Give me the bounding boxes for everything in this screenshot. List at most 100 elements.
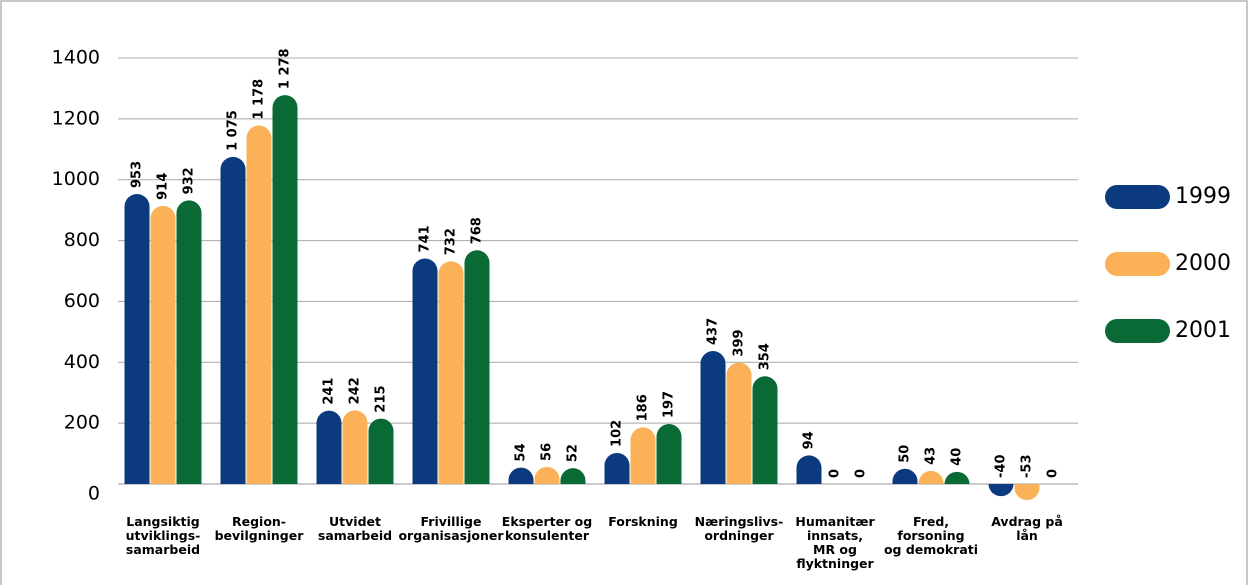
value-label: 1 075 bbox=[226, 110, 241, 151]
x-tick-label: Avdrag på lån bbox=[991, 514, 1063, 543]
x-tick-line: organisasjoner bbox=[398, 528, 504, 543]
x-tick-label: Forskning bbox=[608, 514, 678, 529]
x-tick-label: Fred, forsoning og demokrati bbox=[884, 514, 978, 557]
bar bbox=[124, 194, 150, 484]
x-tick-line: Avdrag på bbox=[991, 514, 1063, 529]
value-label: 437 bbox=[706, 318, 721, 345]
bar bbox=[726, 362, 752, 484]
x-tick-line: utviklings- bbox=[126, 528, 201, 543]
value-label: 1 178 bbox=[252, 79, 267, 120]
value-label: 732 bbox=[444, 228, 459, 255]
x-tick-line: Eksperter og bbox=[502, 514, 592, 529]
legend-label: 2000 bbox=[1175, 251, 1231, 276]
value-label: 40 bbox=[950, 448, 965, 466]
value-label: -40 bbox=[994, 455, 1009, 479]
x-tick-line: Frivillige bbox=[421, 514, 482, 529]
bar bbox=[368, 418, 394, 484]
value-label: 354 bbox=[758, 343, 773, 370]
x-tick-label: Eksperter og konsulenter bbox=[502, 514, 592, 543]
x-tick-line: Humanitær bbox=[795, 514, 875, 529]
bar bbox=[316, 410, 342, 484]
x-tick-line: ordninger bbox=[704, 528, 774, 543]
x-tick-line: Forskning bbox=[608, 514, 678, 529]
bar bbox=[534, 466, 560, 484]
value-label: 914 bbox=[156, 173, 171, 200]
value-label: 94 bbox=[802, 431, 817, 449]
value-label: 0 bbox=[854, 469, 869, 478]
x-tick-label: Region-bevilgninger bbox=[215, 514, 305, 543]
bar bbox=[700, 351, 726, 484]
bar bbox=[656, 424, 682, 484]
value-label: 1 278 bbox=[278, 48, 293, 89]
x-tick-line: Næringslivs- bbox=[695, 514, 784, 529]
value-label: 953 bbox=[130, 161, 145, 188]
x-tick-line: flyktninger bbox=[796, 556, 874, 571]
x-tick-line: Fred, bbox=[913, 514, 949, 529]
x-tick-line: og demokrati bbox=[884, 542, 978, 557]
legend-swatch bbox=[1105, 252, 1170, 276]
value-label: 186 bbox=[636, 394, 651, 421]
bar bbox=[220, 156, 246, 484]
x-tick-label: Humanitær innsats, MR og flyktninger bbox=[795, 514, 875, 571]
y-tick-label: 800 bbox=[64, 229, 100, 251]
value-label: 43 bbox=[924, 447, 939, 465]
x-tick-line: Langsiktig bbox=[126, 514, 200, 529]
value-label: 932 bbox=[182, 167, 197, 194]
bar bbox=[412, 258, 438, 484]
bar bbox=[1014, 484, 1040, 501]
bar bbox=[752, 376, 778, 484]
bar bbox=[464, 250, 490, 484]
x-tick-label: Frivillige organisasjoner bbox=[398, 514, 504, 543]
y-tick-label: 1000 bbox=[52, 168, 100, 190]
y-tick-label: 1400 bbox=[52, 47, 100, 69]
bar bbox=[342, 410, 368, 484]
value-label: 242 bbox=[348, 377, 363, 404]
x-tick-line: Utvidet bbox=[329, 514, 381, 529]
x-tick-line: samarbeid bbox=[318, 528, 392, 543]
y-tick-label: 200 bbox=[64, 412, 100, 434]
value-label: 52 bbox=[566, 444, 581, 462]
bar bbox=[438, 261, 464, 484]
bar bbox=[246, 125, 272, 484]
value-label: 399 bbox=[732, 329, 747, 356]
value-label: 241 bbox=[322, 378, 337, 405]
x-tick-line: samarbeid bbox=[126, 542, 200, 557]
value-label: 0 bbox=[828, 469, 843, 478]
x-tick-line: innsats, bbox=[807, 528, 863, 543]
legend-swatch bbox=[1105, 319, 1170, 343]
legend-label: 1999 bbox=[1175, 184, 1231, 209]
x-tick-line: lån bbox=[1016, 528, 1038, 543]
x-tick-label: Utvidet samarbeid bbox=[318, 514, 392, 543]
y-tick-label: 600 bbox=[64, 290, 100, 312]
value-label: 0 bbox=[1046, 469, 1061, 478]
x-tick-label: Langsiktig utviklings-samarbeid bbox=[126, 514, 201, 557]
bar bbox=[176, 200, 202, 485]
x-tick-line: konsulenter bbox=[505, 528, 590, 543]
y-tick-label: 400 bbox=[64, 351, 100, 373]
x-tick-label: Næringslivs-ordninger bbox=[695, 514, 784, 543]
bar bbox=[508, 467, 534, 484]
value-label: -53 bbox=[1020, 455, 1035, 479]
bar bbox=[944, 471, 970, 484]
legend-swatch bbox=[1105, 185, 1170, 209]
bar bbox=[892, 468, 918, 484]
y-tick-label: 0 bbox=[88, 483, 100, 505]
value-label: 50 bbox=[898, 445, 913, 463]
bar bbox=[796, 455, 822, 484]
value-label: 197 bbox=[662, 391, 677, 418]
y-tick-label: 1200 bbox=[52, 107, 100, 129]
bar bbox=[150, 205, 176, 484]
bar bbox=[918, 470, 944, 484]
bar bbox=[604, 452, 630, 484]
x-tick-line: bevilgninger bbox=[215, 528, 305, 543]
x-tick-line: MR og bbox=[813, 542, 857, 557]
bar bbox=[272, 95, 298, 484]
legend-label: 2001 bbox=[1175, 318, 1231, 343]
value-label: 56 bbox=[540, 443, 555, 461]
value-label: 768 bbox=[470, 217, 485, 244]
x-tick-line: forsoning bbox=[897, 528, 964, 543]
x-tick-line: Region- bbox=[232, 514, 286, 529]
value-label: 102 bbox=[610, 420, 625, 447]
